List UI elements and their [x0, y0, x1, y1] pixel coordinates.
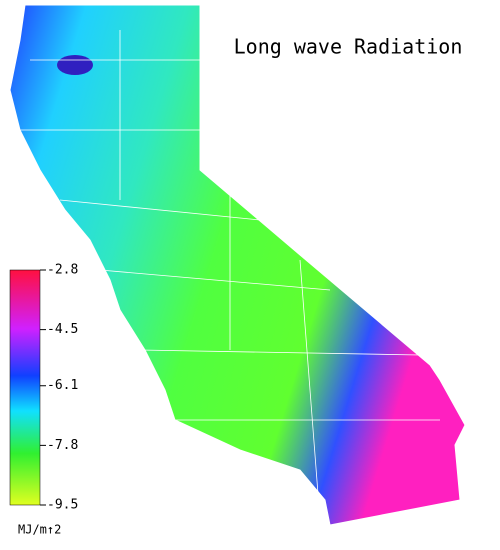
colorbar-tick-label: -4.5: [47, 322, 78, 337]
county-lines: [20, 30, 440, 521]
colorbar-tick-label: -9.5: [47, 498, 78, 513]
colorbar: [9, 269, 41, 506]
colorbar-tick-label: -7.8: [47, 438, 78, 453]
colorbar-unit: MJ/m↑2: [18, 523, 61, 537]
california-map: [9, 4, 466, 526]
colorbar-tick-label: -6.1: [47, 378, 78, 393]
colorbar-tick-label: -2.8: [47, 263, 78, 278]
map-title: Long wave Radiation: [234, 35, 463, 59]
map-feature: [57, 55, 93, 75]
